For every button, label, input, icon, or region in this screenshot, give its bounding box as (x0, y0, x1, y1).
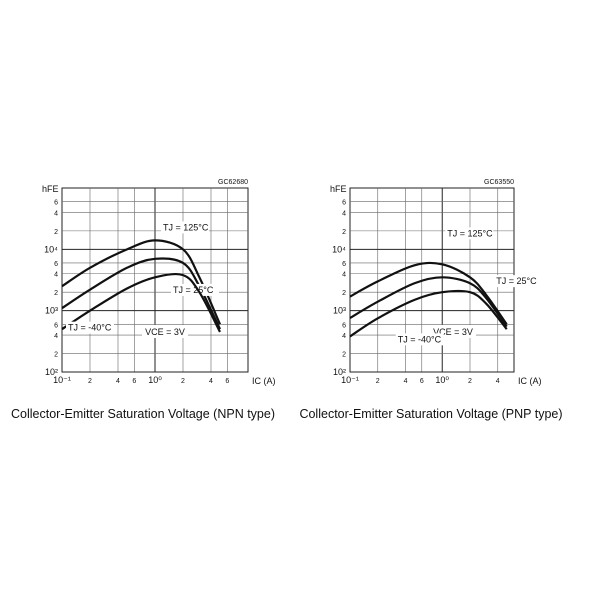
y-tick-label: 2 (342, 229, 346, 236)
y-tick-label: 4 (342, 210, 346, 217)
y-tick-label: 4 (54, 210, 58, 217)
chart-code: GC63550 (484, 179, 514, 186)
y-tick-label: 10³ (333, 306, 346, 316)
y-tick-label: 4 (342, 272, 346, 279)
caption: Collector-Emitter Saturation Voltage (NP… (11, 407, 275, 421)
condition-label: VCE = 3V (145, 327, 185, 337)
label-bg (445, 227, 494, 240)
y-tick-label: 6 (342, 261, 346, 268)
y-tick-label: 10² (45, 367, 58, 377)
x-tick-label: 6 (420, 378, 424, 385)
y-tick-label: 4 (54, 333, 58, 340)
x-tick-label: 10⁻¹ (341, 375, 359, 385)
x-tick-label: 4 (496, 378, 500, 385)
y-axis-label: hFE (42, 184, 59, 194)
series-label: TJ = 25°C (496, 276, 537, 286)
curve (349, 261, 508, 325)
y-tick-label: 10³ (45, 306, 58, 316)
label-bg (161, 221, 209, 234)
y-tick-label: 2 (342, 352, 346, 359)
x-tick-label: 10⁰ (148, 375, 162, 385)
y-tick-label: 6 (342, 200, 346, 207)
x-tick-label: 4 (116, 378, 120, 385)
x-tick-label: 2 (468, 378, 472, 385)
y-tick-label: 2 (54, 352, 58, 359)
series-label: TJ = 125°C (163, 222, 209, 232)
y-tick-label: 6 (342, 322, 346, 329)
x-tick-label: 10⁰ (435, 375, 449, 385)
x-tick-label: 2 (181, 378, 185, 385)
x-tick-label: 6 (225, 378, 229, 385)
y-tick-label: 10⁴ (332, 244, 346, 254)
series-label: TJ = -40°C (68, 323, 112, 333)
y-tick-label: 4 (54, 272, 58, 279)
x-tick-label: 2 (88, 378, 92, 385)
x-axis-label: IC (A) (252, 376, 276, 386)
y-tick-label: 6 (54, 261, 58, 268)
chart-code: GC62680 (218, 179, 248, 186)
y-tick-label: 6 (54, 200, 58, 207)
series-label: TJ = -40°C (398, 334, 442, 344)
x-tick-label: 6 (132, 378, 136, 385)
y-tick-label: 2 (342, 290, 346, 297)
x-tick-label: 10⁻¹ (53, 375, 71, 385)
curve (61, 239, 222, 325)
y-tick-label: 2 (54, 229, 58, 236)
y-axis-label: hFE (330, 184, 347, 194)
series-label: TJ = 125°C (447, 228, 493, 238)
label-bg (170, 283, 219, 296)
y-tick-label: 10² (333, 367, 346, 377)
label-bg (494, 275, 543, 288)
curve (61, 272, 221, 333)
y-tick-label: 2 (54, 290, 58, 297)
label-bg (142, 325, 188, 338)
label-bg (395, 333, 444, 346)
y-tick-label: 6 (54, 322, 58, 329)
x-tick-label: 2 (376, 378, 380, 385)
curve (349, 289, 508, 338)
y-tick-label: 4 (342, 333, 346, 340)
condition-label: VCE = 3V (433, 327, 473, 337)
caption: Collector-Emitter Saturation Voltage (PN… (299, 407, 562, 421)
y-tick-label: 10⁴ (44, 244, 58, 254)
series-label: TJ = 25°C (173, 285, 214, 295)
curve (349, 276, 508, 328)
x-tick-label: 4 (404, 378, 408, 385)
x-tick-label: 4 (209, 378, 213, 385)
label-bg (65, 321, 114, 334)
x-axis-label: IC (A) (518, 376, 542, 386)
